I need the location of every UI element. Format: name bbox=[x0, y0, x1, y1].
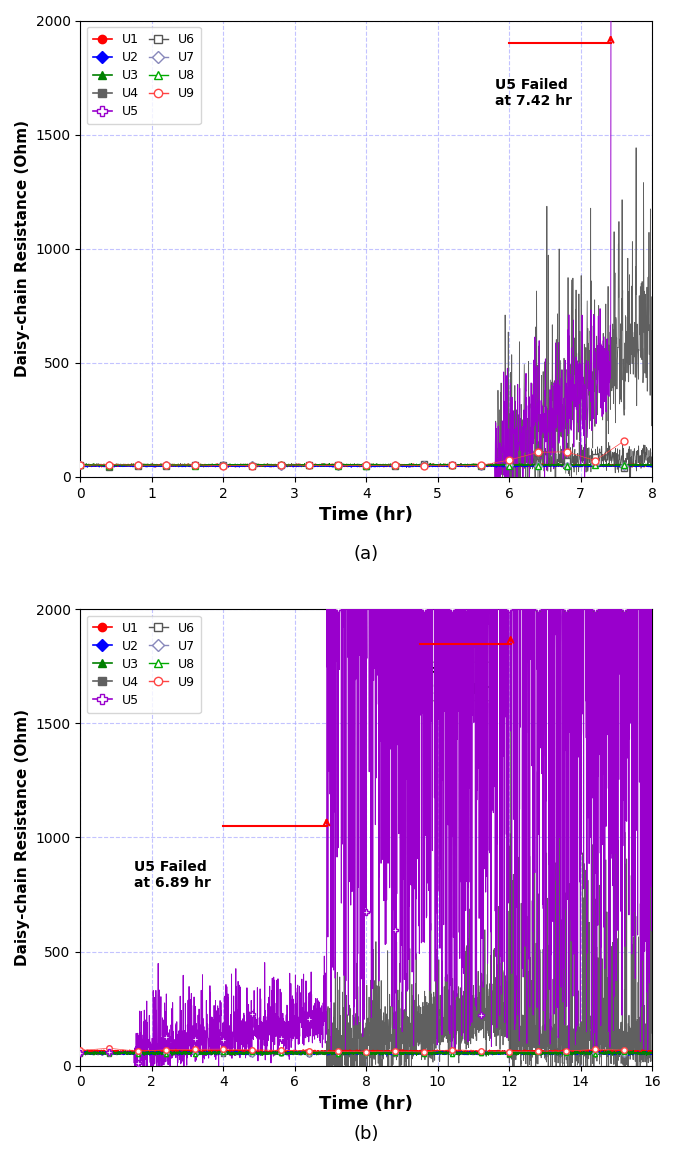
Text: U6 Failed
at 12.04 hr: U6 Failed at 12.04 hr bbox=[402, 666, 489, 696]
X-axis label: Time (hr): Time (hr) bbox=[319, 1095, 413, 1113]
Text: U5 Failed
at 7.42 hr: U5 Failed at 7.42 hr bbox=[495, 77, 572, 108]
Text: (a): (a) bbox=[354, 546, 379, 563]
Y-axis label: Daisy-chain Resistance (Ohm): Daisy-chain Resistance (Ohm) bbox=[15, 709, 30, 966]
Legend: U1, U2, U3, U4, U5, U6, U7, U8, U9: U1, U2, U3, U4, U5, U6, U7, U8, U9 bbox=[87, 26, 201, 124]
Text: U5 Failed
at 6.89 hr: U5 Failed at 6.89 hr bbox=[134, 860, 211, 891]
Legend: U1, U2, U3, U4, U5, U6, U7, U8, U9: U1, U2, U3, U4, U5, U6, U7, U8, U9 bbox=[87, 616, 201, 714]
Text: (b): (b) bbox=[354, 1125, 379, 1143]
Y-axis label: Daisy-chain Resistance (Ohm): Daisy-chain Resistance (Ohm) bbox=[15, 120, 30, 378]
X-axis label: Time (hr): Time (hr) bbox=[319, 506, 413, 524]
